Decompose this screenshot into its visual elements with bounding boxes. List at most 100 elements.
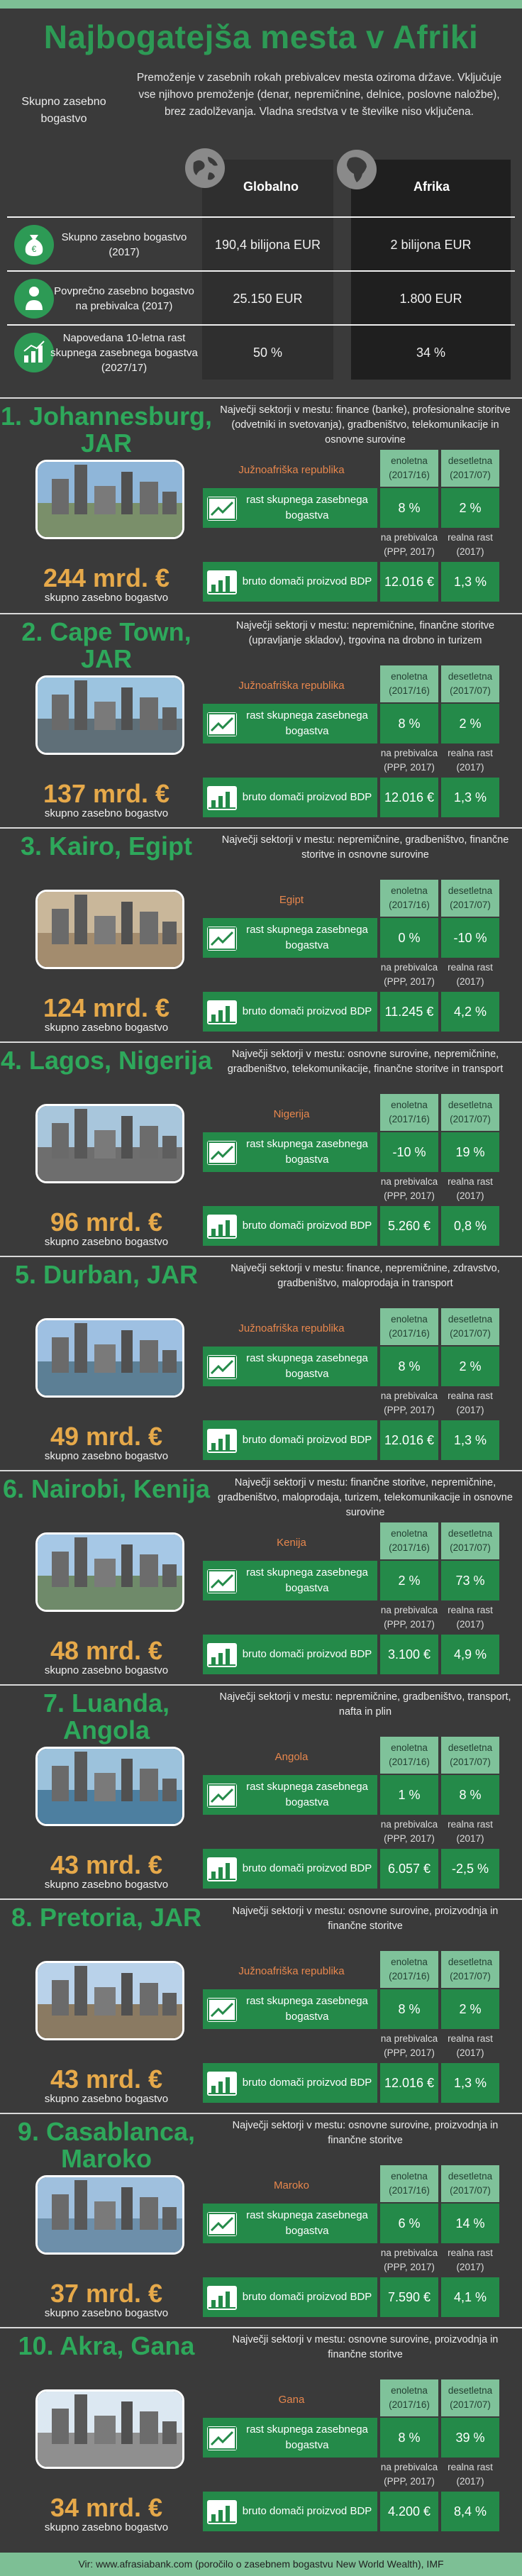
col-decade-header: desetletna (2017/07) xyxy=(441,1737,499,1774)
city-wealth: 48 mrd. € xyxy=(50,1636,163,1665)
metric-growth: rast skupnega zasebnega bogastva xyxy=(203,1132,377,1172)
city-name: 5. Durban, JAR xyxy=(14,1260,199,1289)
metric-gdp: bruto domači proizvod BDP xyxy=(203,778,377,817)
per-capita-label: na prebivalca (PPP, 2017) xyxy=(380,1173,438,1205)
city-photo xyxy=(35,1104,184,1183)
summary-africa-value: 1.800 EUR xyxy=(351,272,511,326)
photo-building xyxy=(52,1552,69,1588)
growth-chart-icon xyxy=(207,497,237,521)
gdp-per-capita-value: 4.200 € xyxy=(380,2492,438,2531)
growth-annual-value: -10 % xyxy=(380,1132,438,1172)
city-wealth: 34 mrd. € xyxy=(50,2493,163,2522)
wealth-sublabel: skupno zasebno bogastvo xyxy=(44,592,169,604)
bar-chart-icon xyxy=(207,1429,237,1453)
intro-section: Skupno zasebno bogastvo Premoženje v zas… xyxy=(0,65,522,157)
metric-gdp: bruto domači proizvod BDP xyxy=(203,1206,377,1246)
photo-building xyxy=(162,1136,177,1159)
photo-building xyxy=(52,909,69,945)
metric-gdp: bruto domači proizvod BDP xyxy=(203,1420,377,1460)
city-card: 3. Kairo, Egipt Največji sektorji v mest… xyxy=(0,827,522,1041)
city-separator xyxy=(0,397,522,399)
city-separator xyxy=(0,1041,522,1043)
photo-building xyxy=(74,1752,87,1802)
metric-growth-label: rast skupnega zasebnega bogastva xyxy=(246,1781,368,1808)
city-wealth: 96 mrd. € xyxy=(50,1207,163,1237)
photo-building xyxy=(162,922,177,945)
gdp-growth-value: -2,5 % xyxy=(441,1849,499,1889)
gdp-growth-value: 1,3 % xyxy=(441,778,499,817)
col-annual-header: enoletna (2017/16) xyxy=(380,1737,438,1774)
country-name: Angola xyxy=(274,1751,309,1763)
growth-annual-value: 8 % xyxy=(380,488,438,528)
gdp-growth-value: 1,3 % xyxy=(441,2063,499,2103)
city-wealth: 137 mrd. € xyxy=(43,779,170,808)
photo-building xyxy=(140,1340,158,1373)
country-name: Južnoafriška republika xyxy=(238,680,345,692)
metric-gdp: bruto domači proizvod BDP xyxy=(203,2492,377,2531)
summary-header-global: Globalno xyxy=(185,148,333,216)
intro-description: Premoženje v zasebnih rokah prebivalcev … xyxy=(136,72,502,118)
metric-gdp-label: bruto domači proizvod BDP xyxy=(242,791,372,803)
col-annual-header: enoletna (2017/16) xyxy=(380,880,438,917)
photo-building xyxy=(140,912,158,945)
city-name: 10. Akra, Gana xyxy=(18,2331,195,2360)
photo-building xyxy=(52,695,69,731)
photo-building xyxy=(94,702,116,731)
photo-building xyxy=(74,465,87,515)
photo-building xyxy=(162,2421,177,2445)
city-card: 2. Cape Town, JAR Največji sektorji v me… xyxy=(0,613,522,827)
growth-decade-value: 39 % xyxy=(441,2418,499,2458)
city-separator xyxy=(0,827,522,829)
city-sectors: Največji sektorji v mestu: finančne stor… xyxy=(218,1477,513,1518)
col-decade-header: desetletna (2017/07) xyxy=(441,2165,499,2202)
summary-row-label: Povprečno zasebno bogastvo na prebivalca… xyxy=(54,285,194,312)
wealth-sublabel: skupno zasebno bogastvo xyxy=(44,2521,169,2533)
city-card: 6. Nairobi, Kenija Največji sektorji v m… xyxy=(0,1470,522,1684)
gdp-per-capita-value: 6.057 € xyxy=(380,1849,438,1889)
city-name: 3. Kairo, Egipt xyxy=(20,831,193,861)
photo-building xyxy=(94,2201,116,2230)
wealth-sublabel: skupno zasebno bogastvo xyxy=(44,2093,169,2105)
col-annual-header: enoletna (2017/16) xyxy=(380,1308,438,1345)
photo-building xyxy=(162,1564,177,1588)
growth-decade-value: 19 % xyxy=(441,1132,499,1172)
bar-chart-icon xyxy=(207,570,237,595)
city-wealth: 124 mrd. € xyxy=(43,993,170,1022)
photo-building xyxy=(140,482,158,515)
col-annual-header: enoletna (2017/16) xyxy=(380,2379,438,2416)
metric-gdp-label: bruto domači proizvod BDP xyxy=(242,1648,372,1660)
growth-chart-icon xyxy=(207,1569,237,1593)
per-capita-label: na prebivalca (PPP, 2017) xyxy=(380,1816,438,1847)
photo-building xyxy=(52,2194,69,2230)
col-annual-header: enoletna (2017/16) xyxy=(380,450,438,487)
photo-building xyxy=(74,1537,87,1588)
city-photo xyxy=(35,1747,184,1826)
summary-table: Globalno Afrika € Skupno zasebno bogastv… xyxy=(7,148,515,380)
city-sectors: Največji sektorji v mestu: nepremičnine,… xyxy=(221,834,509,861)
photo-building xyxy=(121,687,133,731)
real-growth-label: realna rast (2017) xyxy=(441,1602,499,1633)
photo-building xyxy=(74,1323,87,1373)
money-bag-icon: € xyxy=(14,225,54,265)
photo-building xyxy=(52,2409,69,2445)
photo-building xyxy=(121,2401,133,2445)
gdp-per-capita-value: 5.260 € xyxy=(380,1206,438,1246)
photo-building xyxy=(94,1987,116,2016)
source-footer: Vir: www.afrasiabank.com (poročilo o zas… xyxy=(0,2553,522,2576)
bar-chart-icon xyxy=(207,2072,237,2096)
gdp-per-capita-value: 7.590 € xyxy=(380,2277,438,2317)
metric-gdp: bruto domači proizvod BDP xyxy=(203,2277,377,2317)
photo-building xyxy=(162,1350,177,1373)
growth-chart-icon xyxy=(207,712,237,736)
city-photo xyxy=(35,1532,184,1612)
photo-building xyxy=(94,1344,116,1373)
city-separator xyxy=(0,1470,522,1471)
col-annual-header: enoletna (2017/16) xyxy=(380,1522,438,1559)
person-money-icon xyxy=(14,279,54,319)
metric-gdp: bruto domači proizvod BDP xyxy=(203,1849,377,1889)
intro-left-label: Skupno zasebno bogastvo xyxy=(21,96,106,125)
photo-building xyxy=(74,2180,87,2230)
country-name: Maroko xyxy=(273,2179,310,2191)
col-decade-header: desetletna (2017/07) xyxy=(441,665,499,702)
summary-row: Napovedana 10-letna rast skupnega zasebn… xyxy=(7,324,515,380)
